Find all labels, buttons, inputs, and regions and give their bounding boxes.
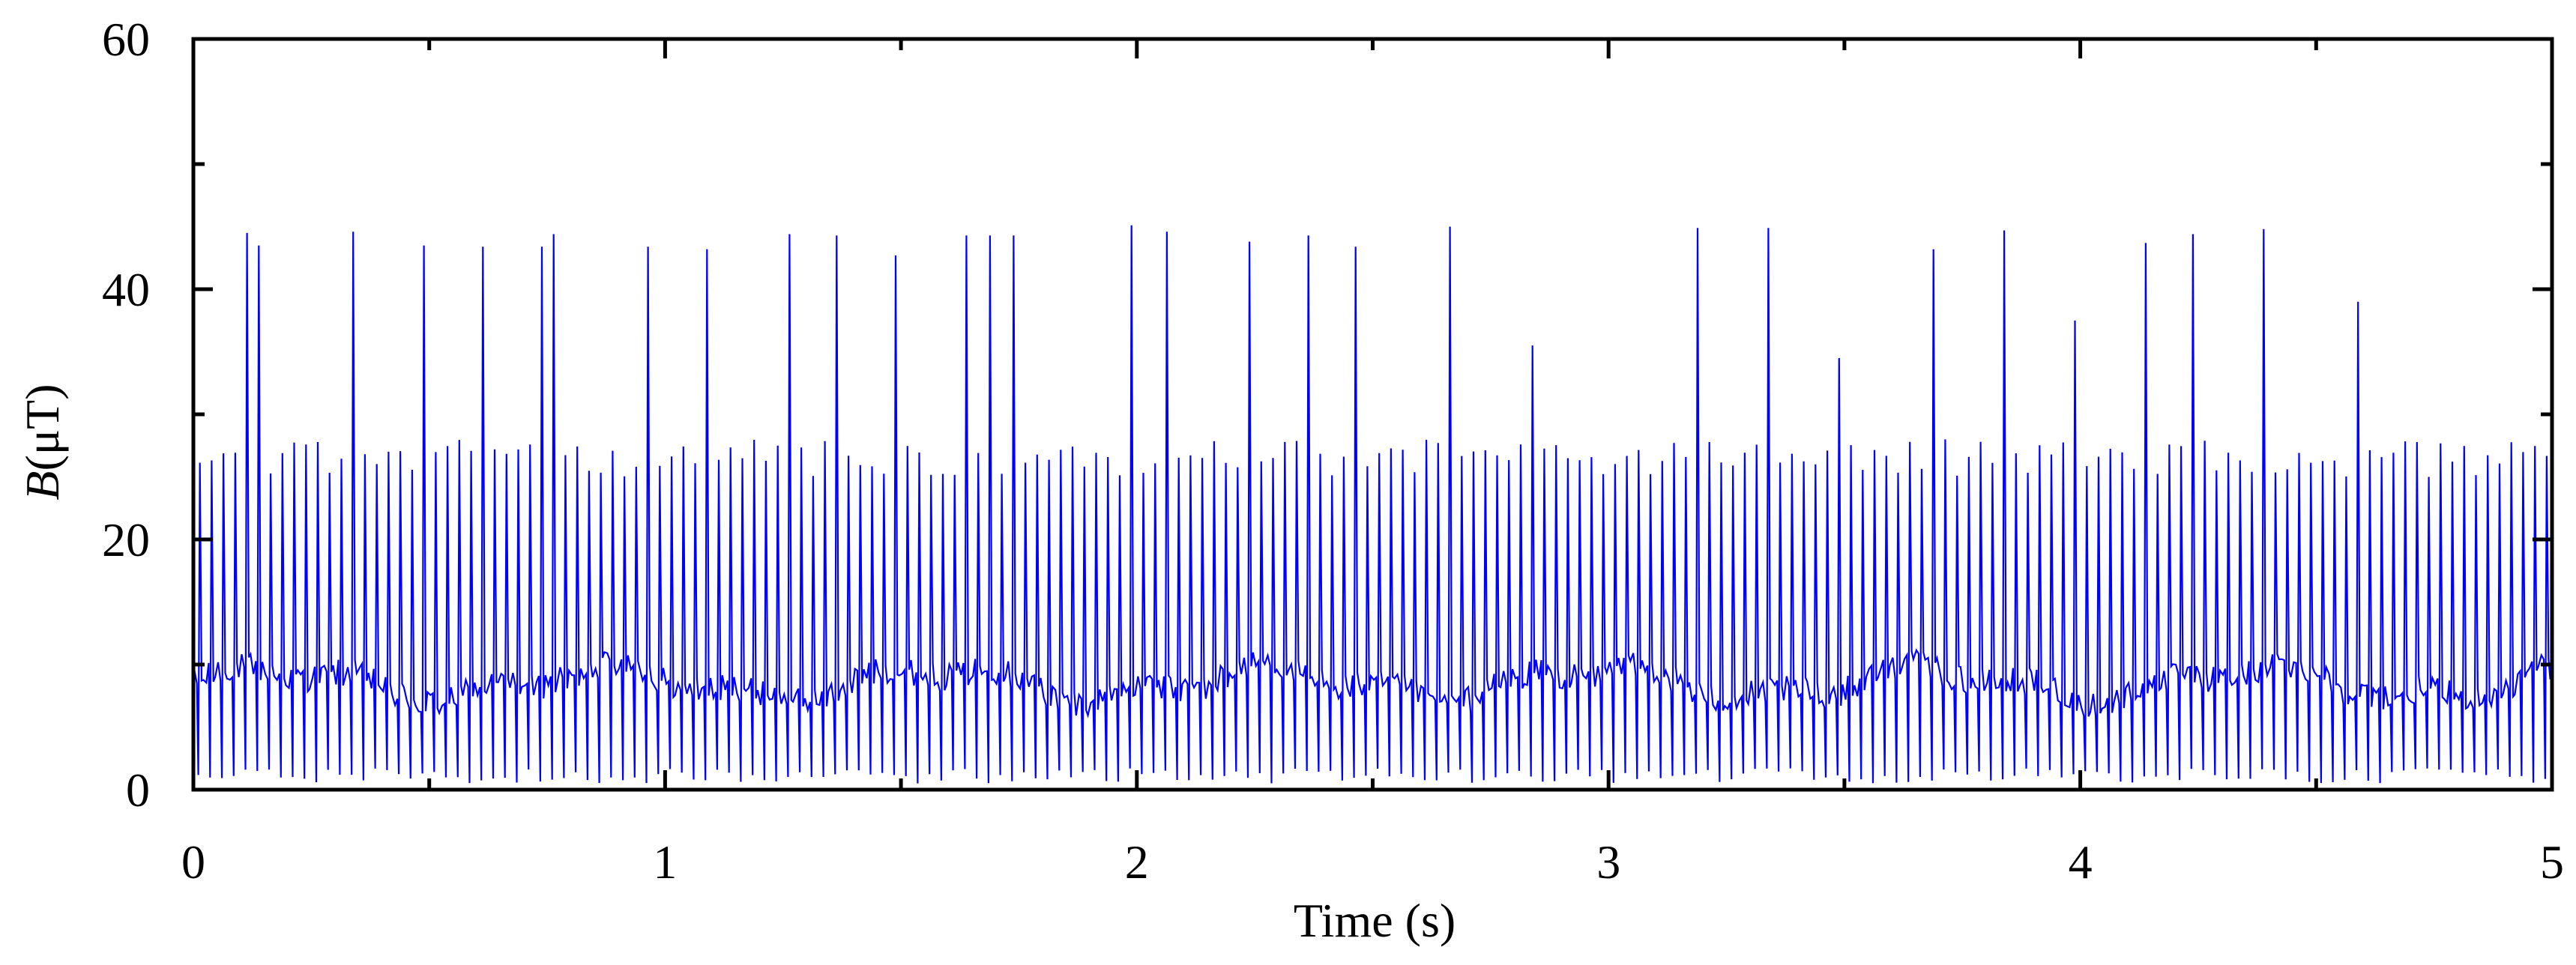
series-line: [192, 225, 2551, 784]
y-axis-unit: (μT): [16, 384, 69, 471]
series-layer: [192, 225, 2551, 784]
x-tick-label: 1: [653, 835, 677, 889]
y-tick-label: 20: [102, 513, 150, 566]
x-tick-label: 2: [1125, 835, 1149, 889]
y-axis-variable: B: [16, 471, 69, 500]
y-tick-label: 40: [102, 263, 150, 316]
x-tick-label: 3: [1596, 835, 1620, 889]
axes-layer: [191, 37, 2554, 792]
x-tick-label: 4: [2069, 835, 2093, 889]
y-axis-title: B(μT): [16, 384, 69, 500]
x-axis-title: Time (s): [1294, 894, 1456, 947]
x-tick-label: 0: [181, 835, 205, 889]
y-tick-label: 60: [102, 13, 150, 66]
x-tick-label: 5: [2540, 835, 2564, 889]
labels-layer: Time (s) B(μT) 0 1 2 3 4 5 0 20 40 60: [16, 13, 2564, 947]
y-tick-label: 0: [126, 763, 150, 817]
